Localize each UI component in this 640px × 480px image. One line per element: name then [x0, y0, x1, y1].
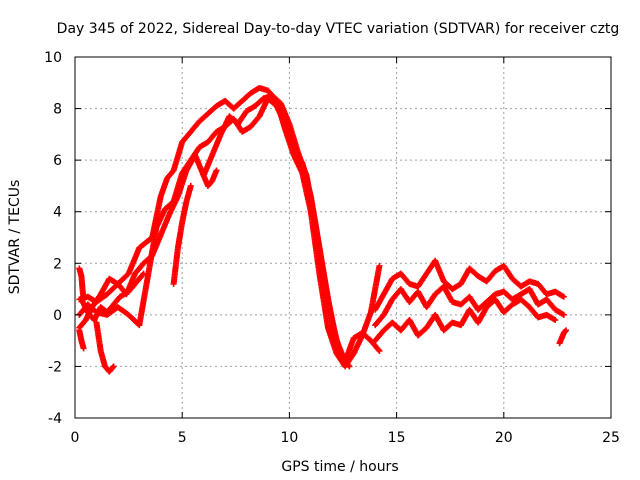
y-tick-labels: -4 -2 0 2 4 6 8 10	[44, 50, 62, 427]
series-spike-tail	[93, 319, 117, 375]
series-spike-start	[76, 265, 87, 303]
x-tick-label: 0	[71, 430, 80, 446]
series-late-b	[372, 283, 567, 329]
y-tick-label: 8	[53, 102, 62, 118]
data-point	[562, 327, 569, 334]
data-point	[375, 346, 382, 353]
y-tick-label: 10	[44, 50, 62, 66]
data-point	[187, 182, 194, 189]
x-axis-label: GPS time / hours	[281, 459, 398, 475]
data-point	[560, 311, 567, 318]
data-markers	[76, 84, 569, 375]
chart-title: Day 345 of 2022, Sidereal Day-to-day VTE…	[57, 21, 620, 37]
data-point	[213, 167, 220, 174]
series-late-a	[372, 257, 567, 313]
series-late-tail	[556, 327, 569, 347]
data-point	[346, 363, 353, 370]
data-point	[139, 271, 146, 278]
series-late-c	[372, 296, 559, 344]
x-tick-label: 10	[280, 430, 298, 446]
x-tick-label: 5	[178, 430, 187, 446]
y-tick-label: 0	[53, 308, 62, 324]
data-point	[80, 296, 87, 303]
data-point	[109, 364, 116, 371]
x-tick-label: 15	[388, 430, 406, 446]
x-tick-label: 20	[495, 430, 513, 446]
y-axis-label: SDTVAR / TECUs	[7, 180, 23, 295]
grid-lines	[75, 57, 611, 418]
y-tick-label: -4	[48, 411, 62, 427]
series-track-e	[170, 182, 194, 287]
y-tick-label: 4	[53, 205, 62, 221]
data-point	[80, 345, 87, 352]
series-track-d	[78, 270, 147, 324]
data-point	[560, 293, 567, 300]
series-track-f	[200, 167, 220, 189]
y-tick-label: 2	[53, 256, 62, 272]
series-spike-dip	[76, 327, 87, 352]
data-point	[140, 270, 147, 277]
axis-ticks	[74, 56, 612, 419]
plot-frame	[74, 56, 612, 419]
data-point	[110, 363, 117, 370]
data-point	[376, 347, 383, 354]
x-tick-label: 25	[602, 430, 620, 446]
data-point	[376, 262, 383, 269]
x-tick-labels: 0 5 10 15 20 25	[71, 430, 620, 446]
y-tick-label: 6	[53, 153, 62, 169]
y-tick-label: -2	[48, 359, 62, 375]
data-point	[552, 317, 559, 324]
data-point	[345, 362, 352, 369]
